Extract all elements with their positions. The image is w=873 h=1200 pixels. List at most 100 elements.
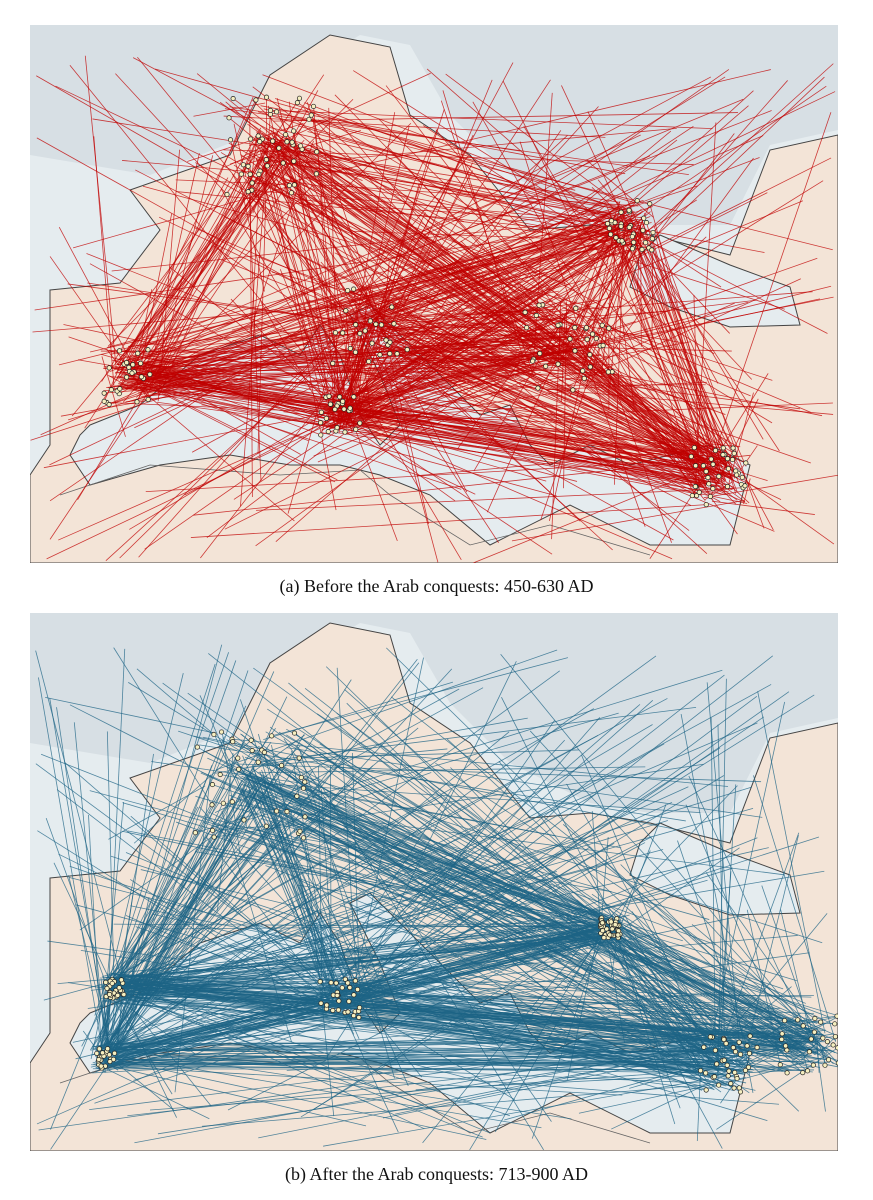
network-edge <box>641 249 725 482</box>
site-node <box>811 1029 817 1035</box>
network-edge <box>624 262 701 492</box>
site-node <box>298 143 304 149</box>
site-node <box>357 1005 363 1011</box>
site-node <box>826 1057 832 1063</box>
site-node <box>732 1069 738 1076</box>
network-edge <box>254 797 360 1040</box>
network-edge <box>117 994 330 1060</box>
network-edge <box>68 877 814 1069</box>
site-node <box>96 1056 102 1063</box>
site-node <box>99 1050 106 1056</box>
site-node <box>708 456 714 462</box>
network-edge <box>585 159 654 218</box>
network-edge <box>94 982 107 1016</box>
network-edge <box>329 226 630 412</box>
network-edge <box>757 691 826 1034</box>
network-edge <box>338 775 725 1011</box>
site-node <box>731 450 737 456</box>
site-node <box>145 347 151 353</box>
site-node <box>220 800 226 806</box>
site-node <box>345 980 351 986</box>
site-node <box>570 387 576 393</box>
site-node <box>256 171 262 177</box>
network-edge <box>113 923 602 928</box>
network-edge <box>813 1037 819 1044</box>
network-edge <box>330 936 599 991</box>
site-node <box>236 766 242 772</box>
network-edge <box>346 347 556 409</box>
site-node <box>535 385 541 391</box>
network-edge <box>149 1067 734 1111</box>
site-node <box>138 360 144 366</box>
site-node <box>270 138 276 144</box>
network-edge <box>320 221 622 432</box>
network-edge <box>573 306 714 465</box>
site-node <box>111 1050 118 1056</box>
network-edge <box>342 330 366 425</box>
site-node <box>795 1017 801 1023</box>
network-edge <box>100 350 568 359</box>
site-node <box>710 461 716 467</box>
network-edge <box>249 782 701 813</box>
site-node <box>783 1043 789 1049</box>
site-node <box>649 236 655 242</box>
site-node <box>710 486 716 492</box>
network-edge <box>196 73 531 348</box>
network-edge <box>132 96 254 379</box>
network-edge <box>264 795 814 1032</box>
network-edge <box>307 131 624 212</box>
network-edge <box>259 795 297 799</box>
network-edge <box>534 223 619 301</box>
site-node <box>261 749 267 755</box>
network-edge <box>306 102 380 317</box>
site-node <box>286 182 292 188</box>
site-node <box>263 157 269 163</box>
site-node <box>302 814 308 820</box>
network-edge <box>275 221 639 542</box>
network-edge <box>116 239 611 366</box>
site-node <box>194 744 200 750</box>
site-node <box>347 985 353 991</box>
network-edge <box>112 663 216 981</box>
site-node <box>747 1033 753 1039</box>
network-edge <box>501 697 619 930</box>
network-edge <box>327 794 515 1009</box>
site-node <box>327 401 333 407</box>
network-edge <box>117 338 571 378</box>
network-edge <box>100 1055 487 1140</box>
network-edge <box>153 834 285 974</box>
network-edge <box>231 774 726 1073</box>
network-edge <box>193 454 751 516</box>
site-node <box>721 1036 727 1043</box>
network-edge <box>473 324 561 472</box>
network-edge <box>256 131 344 335</box>
network-edge <box>261 132 580 313</box>
site-node <box>227 137 234 143</box>
network-edge <box>56 707 108 1049</box>
network-edge <box>111 810 329 987</box>
site-node <box>600 342 606 349</box>
site-node <box>731 1085 737 1091</box>
network-edge <box>246 745 301 794</box>
network-edge <box>109 731 510 1062</box>
network-edge <box>581 356 586 364</box>
network-edge <box>104 671 275 1061</box>
site-node <box>283 132 289 138</box>
site-node <box>641 215 647 221</box>
network-edge <box>121 160 254 173</box>
network-edge <box>120 369 599 376</box>
site-node <box>703 1070 709 1076</box>
network-edge <box>109 997 116 1053</box>
network-edge <box>127 185 313 379</box>
network-edge <box>254 136 717 476</box>
network-edge <box>228 117 268 150</box>
network-edge <box>230 139 265 292</box>
network-edge <box>98 1062 735 1066</box>
network-edge <box>591 893 828 1055</box>
site-node <box>613 235 619 241</box>
site-node <box>210 827 216 833</box>
site-node <box>340 330 346 336</box>
site-node <box>583 325 590 331</box>
site-node <box>725 466 731 472</box>
network-edge <box>77 359 743 478</box>
